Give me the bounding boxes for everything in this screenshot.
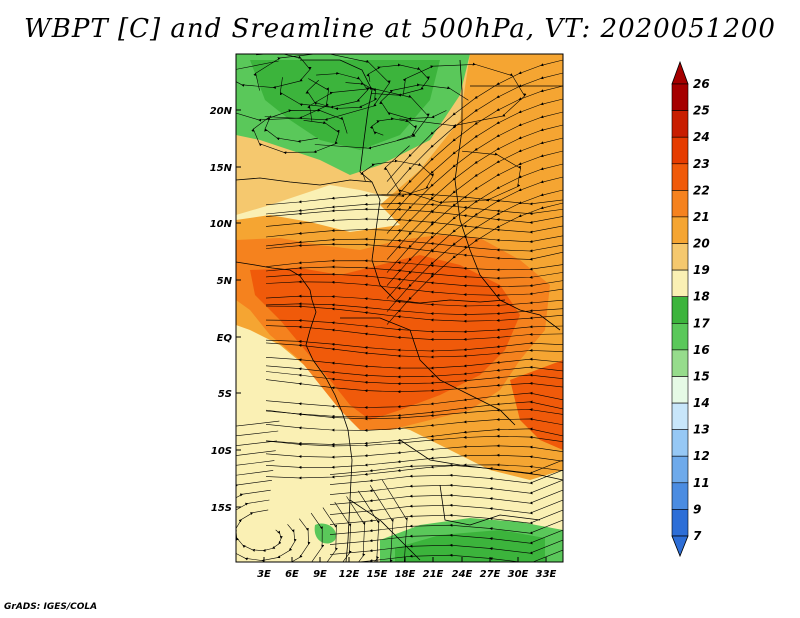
- colorbar-label: 25: [693, 104, 710, 118]
- lat-axis: 20N 15N 10N 5N EQ 5S 10S 15S: [210, 106, 233, 514]
- colorbar-segment: [671, 269, 689, 298]
- axis-ticks: [236, 109, 547, 562]
- colorbar-label: 19: [693, 263, 710, 277]
- lat-label-eq: EQ: [217, 333, 233, 344]
- colorbar-max-arrow: [671, 60, 689, 85]
- lat-label-5n: 5N: [217, 276, 233, 287]
- colorbar-min-arrow: [671, 535, 689, 558]
- colorbar-label: 16: [693, 343, 710, 357]
- country-borders: [236, 59, 563, 562]
- streamline-south: [329, 469, 563, 485]
- lon-label-24e: 24E: [452, 569, 473, 580]
- plot-frame: [235, 53, 564, 563]
- lon-label-15e: 15E: [367, 569, 388, 580]
- streamline-central: [265, 379, 563, 394]
- border-south-2: [439, 484, 541, 526]
- lon-label-12e: 12E: [339, 569, 360, 580]
- colorbar-label: 21: [693, 210, 710, 224]
- lat-label-10s: 10S: [211, 446, 232, 457]
- colorbar-segment: [671, 376, 689, 404]
- colorbar-segment: [671, 243, 689, 271]
- colorbar-label: 26: [693, 77, 710, 91]
- colorbar-label: 15: [693, 370, 710, 384]
- border-south-1: [399, 439, 563, 481]
- streamline-south: [329, 519, 563, 535]
- streamlines: [236, 54, 563, 562]
- streamline-south: [329, 539, 563, 555]
- colorbar-segment: [671, 216, 689, 244]
- colorbar-segment: [671, 349, 689, 377]
- streamline-north: [279, 71, 370, 109]
- lon-label-9e: 9E: [313, 569, 327, 580]
- colorbar-segment: [671, 509, 689, 537]
- colorbar-label: 14: [693, 396, 710, 410]
- lon-label-27e: 27E: [480, 569, 501, 580]
- colorbar-label: 7: [693, 529, 702, 543]
- chart-title: WBPT [C] and Sreamline at 500hPa, VT: 20…: [24, 14, 776, 44]
- colorbar-label: 12: [693, 449, 710, 463]
- streamline-central: [265, 408, 563, 421]
- colorbar-label: 18: [693, 290, 710, 304]
- streamline-south: [329, 509, 563, 525]
- lon-label-18e: 18E: [395, 569, 416, 580]
- border-south-3: [349, 499, 421, 561]
- lat-label-10n: 10N: [210, 219, 233, 230]
- streamline-central: [265, 342, 563, 359]
- border-north: [300, 59, 373, 183]
- border-east: [454, 59, 561, 331]
- streamline-south: [329, 529, 563, 545]
- border-central: [340, 317, 516, 426]
- colorbar-segment: [671, 322, 689, 351]
- colorbar-label: 20: [693, 237, 710, 251]
- colorbar-label: 9: [693, 502, 701, 516]
- colorbar-segment: [671, 190, 689, 218]
- colorbar-label: 24: [693, 130, 710, 144]
- colorbar-label: 13: [693, 423, 710, 437]
- streamline-south: [329, 479, 563, 495]
- lat-label-5s: 5S: [218, 389, 232, 400]
- streamline-south: [329, 499, 563, 515]
- colorbar-label: 17: [693, 316, 710, 330]
- colorbar-segment: [671, 136, 689, 165]
- colorbar-segment: [671, 110, 689, 138]
- colorbar-segment: [671, 402, 689, 431]
- streamline-south: [354, 549, 563, 562]
- border-interior-1: [236, 177, 506, 304]
- lon-label-3e: 3E: [257, 569, 271, 580]
- lon-label-21e: 21E: [423, 569, 444, 580]
- colorbar-segment: [671, 296, 689, 324]
- streamline-south: [329, 459, 563, 475]
- lon-label-6e: 6E: [285, 569, 299, 580]
- colorbar-segment: [671, 163, 689, 191]
- streamline-south: [329, 489, 563, 505]
- colorbar-label: 23: [693, 157, 710, 171]
- colorbar-segment: [671, 83, 689, 111]
- lat-label-15s: 15S: [211, 503, 232, 514]
- lon-label-30e: 30E: [508, 569, 529, 580]
- colorbar: 26 25 24 23 22 21 20 19 18 17 16 15 14 13 12 11 9 7: [671, 60, 710, 558]
- streamline-northeast: [386, 202, 563, 325]
- colorbar-segment: [671, 482, 689, 510]
- colorbar-label: 22: [693, 183, 710, 197]
- footer-credit: GrADS: IGES/COLA: [4, 602, 98, 612]
- coastline-west: [236, 261, 353, 562]
- colorbar-label: 11: [693, 476, 710, 490]
- lon-label-33e: 33E: [536, 569, 557, 580]
- colorbar-segment: [671, 429, 689, 457]
- lat-label-20n: 20N: [210, 106, 233, 117]
- lon-axis: 3E 6E 9E 12E 15E 18E 21E 24E 27E 30E 33E: [257, 569, 556, 580]
- lat-label-15n: 15N: [210, 163, 233, 174]
- wbpt-field: [236, 54, 563, 562]
- streamline-central: [265, 325, 563, 341]
- colorbar-segment: [671, 455, 689, 484]
